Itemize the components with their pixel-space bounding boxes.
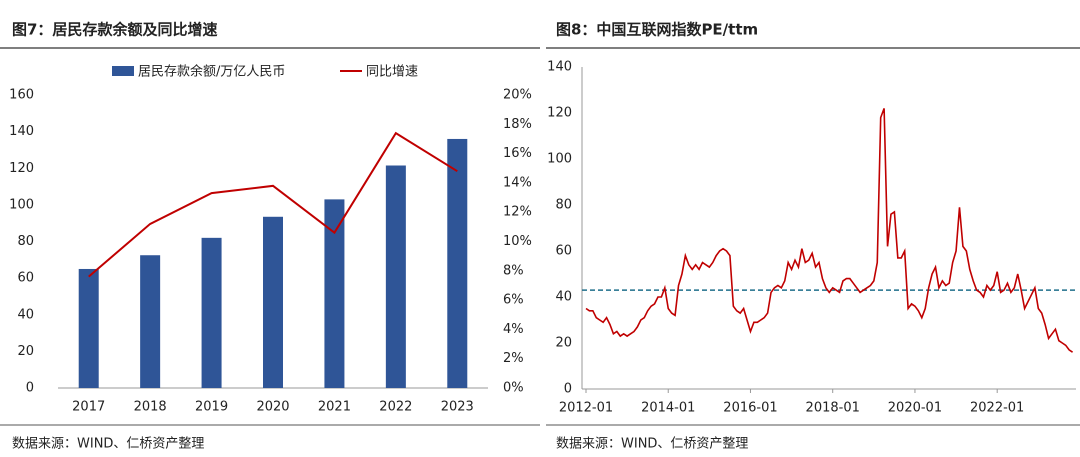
y2-tick-label: 10% (503, 234, 532, 249)
y-tick-label: 160 (9, 88, 34, 103)
line (585, 108, 1074, 353)
y-tick-label: 140 (547, 60, 572, 75)
chart-title: 图7：居民存款余额及同比增速 (12, 21, 217, 39)
bar (385, 165, 406, 388)
y2-tick-label: 8% (503, 263, 524, 278)
legend-swatch (112, 66, 134, 76)
y-tick-label: 60 (17, 271, 34, 286)
y-tick-label: 140 (9, 124, 34, 139)
y2-tick-label: 18% (503, 117, 532, 132)
bar (78, 268, 99, 388)
y-tick-label: 100 (547, 152, 572, 167)
y2-tick-label: 0% (503, 381, 524, 396)
x-tick-label: 2018 (134, 400, 167, 415)
y-tick-label: 120 (9, 161, 34, 176)
y-tick-label: 20 (17, 344, 34, 359)
legend-label: 同比增速 (366, 65, 418, 80)
x-tick-label: 2017 (72, 400, 105, 415)
y-tick-label: 0 (26, 381, 34, 396)
y-tick-label: 40 (17, 307, 34, 322)
bar (140, 255, 161, 388)
y2-tick-label: 20% (503, 88, 532, 103)
y-tick-label: 60 (555, 244, 572, 259)
x-tick-label: 2022-01 (970, 401, 1024, 416)
y-tick-label: 20 (555, 336, 572, 351)
x-tick-label: 2022 (379, 400, 412, 415)
bar (263, 216, 283, 388)
y2-tick-label: 16% (503, 146, 532, 161)
source: 数据来源：WIND、仁桥资产整理 (12, 437, 204, 452)
y2-tick-label: 12% (503, 205, 532, 220)
bar (201, 237, 222, 388)
x-tick-label: 2023 (441, 400, 474, 415)
x-tick-label: 2016-01 (723, 401, 777, 416)
legend-label: 居民存款余额/万亿人民币 (138, 64, 285, 80)
x-tick-label: 2012-01 (559, 401, 613, 416)
chart-title: 图8：中国互联网指数PE/ttm (556, 21, 758, 39)
bar (447, 138, 468, 388)
x-tick-label: 2020-01 (888, 401, 942, 416)
line (88, 131, 458, 278)
y2-tick-label: 6% (503, 293, 524, 308)
x-tick-label: 2019 (195, 400, 228, 415)
y-tick-label: 80 (555, 198, 572, 213)
y2-tick-label: 4% (503, 322, 524, 337)
y-tick-label: 40 (555, 290, 572, 305)
x-tick-label: 2018-01 (806, 401, 860, 416)
bar (324, 199, 345, 388)
source: 数据来源：WIND、仁桥资产整理 (556, 437, 748, 452)
y2-tick-label: 14% (503, 175, 532, 190)
y-tick-label: 0 (564, 382, 572, 397)
x-tick-label: 2021 (318, 400, 351, 415)
y-tick-label: 100 (9, 197, 34, 212)
y-tick-label: 120 (547, 106, 572, 121)
x-tick-label: 2014-01 (641, 401, 695, 416)
x-tick-label: 2020 (256, 400, 289, 415)
y2-tick-label: 2% (503, 351, 524, 366)
y-tick-label: 80 (17, 234, 34, 249)
